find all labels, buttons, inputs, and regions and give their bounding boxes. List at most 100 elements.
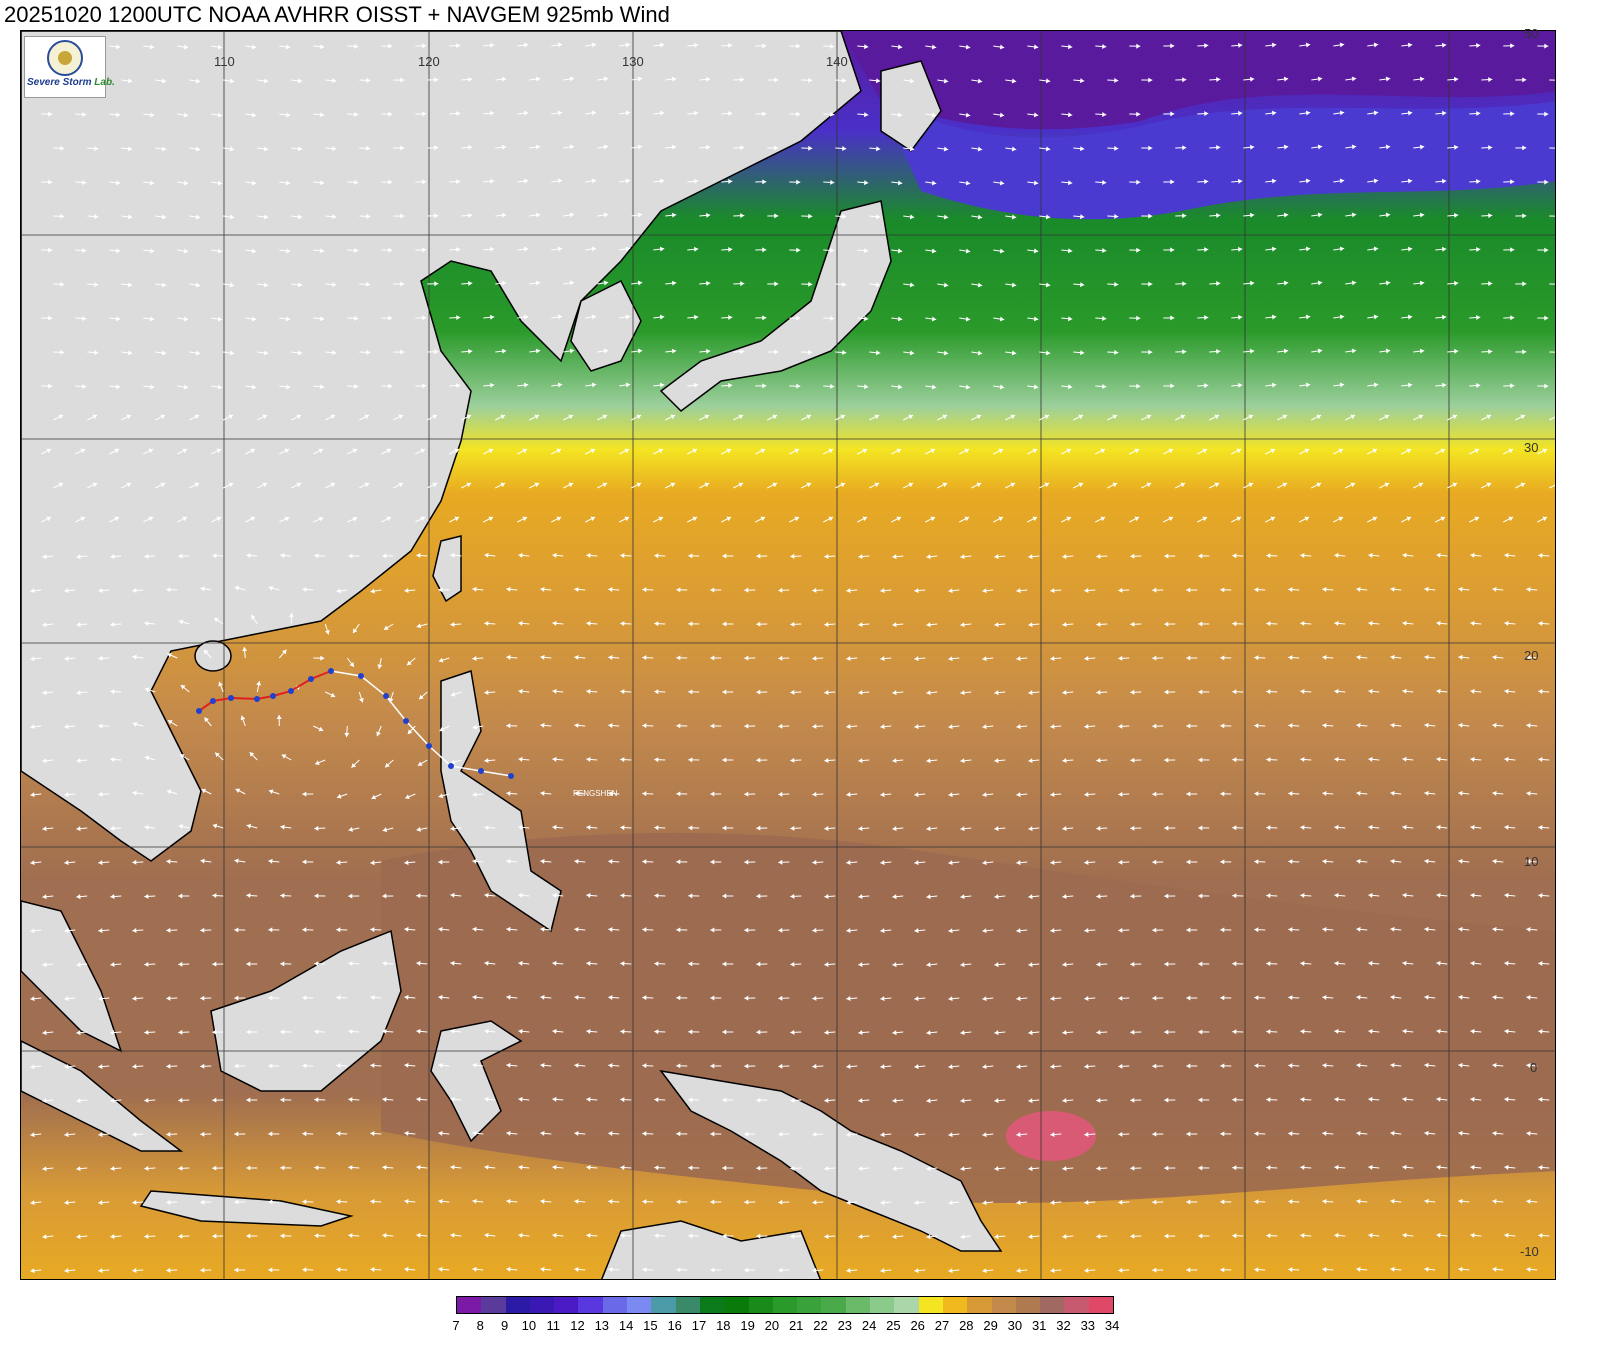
- wind-arrowhead: [201, 788, 207, 794]
- wind-arrowhead: [1028, 1234, 1033, 1240]
- wind-arrowhead: [484, 1232, 489, 1238]
- wind-arrowhead: [318, 726, 324, 732]
- wind-arrowhead: [1322, 790, 1327, 796]
- wind-arrowhead: [1486, 482, 1492, 488]
- wind-arrowhead: [48, 247, 53, 253]
- wind-arrowhead: [1418, 414, 1424, 420]
- wind-arrowhead: [234, 995, 239, 1001]
- wind-arrowhead: [1508, 448, 1514, 454]
- wind-arrowhead: [1356, 586, 1361, 592]
- wind-arrowhead: [812, 927, 817, 933]
- wind-arrowhead: [1385, 212, 1391, 218]
- wind-arrowhead: [1130, 621, 1135, 627]
- wind-arrowhead: [778, 1131, 783, 1137]
- wind-arrowhead: [1373, 178, 1379, 184]
- wind-arrowhead: [242, 647, 248, 652]
- wind-arrowhead: [654, 621, 659, 627]
- wind-arrowhead: [1419, 348, 1425, 354]
- wind-arrowhead: [1322, 1266, 1327, 1272]
- wind-arrowhead: [398, 414, 404, 420]
- wind-arrowhead: [358, 697, 364, 703]
- wind-arrowhead: [1492, 858, 1497, 864]
- wind-arrowhead: [1508, 516, 1514, 522]
- wind-arrowhead: [1504, 620, 1509, 626]
- track-markers: [196, 668, 514, 779]
- wind-arrowhead: [472, 858, 477, 864]
- wind-arrowhead: [1436, 1096, 1441, 1102]
- wind-arrowhead: [602, 482, 608, 488]
- wind-arrowhead: [320, 180, 325, 186]
- wind-arrowhead: [1300, 1029, 1305, 1035]
- wind-arrowhead: [722, 1029, 727, 1035]
- wind-arrowhead: [1062, 826, 1067, 832]
- wind-arrowhead: [1356, 858, 1361, 864]
- wind-arrowhead: [370, 588, 375, 594]
- wind-arrowhead: [1368, 1164, 1373, 1170]
- wind-arrowhead: [422, 111, 427, 117]
- wind-arrowhead: [1436, 960, 1441, 966]
- wind-arrowhead: [710, 723, 715, 729]
- wind-arrowhead: [722, 1233, 727, 1239]
- wind-arrowhead: [1032, 448, 1038, 454]
- wind-arrowhead: [790, 553, 795, 559]
- wind-arrowhead: [1424, 926, 1429, 932]
- wind-arrowhead: [846, 860, 851, 866]
- wind-arrowhead: [931, 44, 937, 50]
- wind-arrowhead: [1266, 757, 1271, 763]
- wind-arrowhead: [1232, 1029, 1237, 1035]
- wind-arrowhead: [1010, 414, 1016, 420]
- wind-arrowhead: [620, 621, 625, 627]
- wind-arrowhead: [82, 315, 87, 321]
- wind-arrowhead: [1436, 892, 1441, 898]
- wind-arrowhead: [1368, 756, 1373, 762]
- wind-arrowhead: [377, 664, 383, 669]
- wind-arrowhead: [166, 789, 172, 795]
- colorbar-cell: [1040, 1297, 1065, 1313]
- wind-arrowhead: [288, 613, 294, 618]
- wind-arrowhead: [875, 214, 881, 220]
- wind-arrowhead: [1016, 1268, 1021, 1274]
- wind-arrowhead: [744, 1267, 749, 1273]
- wind-arrowhead: [332, 282, 337, 288]
- wind-arrowhead: [246, 961, 251, 967]
- wind-arrowhead: [1538, 621, 1543, 626]
- wind-arrowhead: [246, 823, 252, 829]
- wind-arrowhead: [1538, 757, 1543, 762]
- wind-arrowhead: [204, 717, 209, 723]
- wind-arrowhead: [671, 280, 677, 286]
- wind-arrowhead: [1130, 1097, 1135, 1103]
- wind-arrowhead: [420, 448, 426, 454]
- wind-arrowhead: [846, 1064, 851, 1070]
- wind-arrowhead: [1148, 281, 1153, 287]
- wind-arrowhead: [603, 348, 609, 354]
- wind-arrowhead: [569, 76, 575, 82]
- wind-arrowhead: [1436, 688, 1441, 694]
- wind-arrowhead: [982, 1064, 987, 1070]
- wind-arrowhead: [620, 961, 625, 967]
- wind-arrowhead: [161, 214, 167, 220]
- wind-arrowhead: [1402, 960, 1407, 966]
- wind-arrowhead: [438, 1062, 443, 1068]
- wind-arrowhead: [1220, 1199, 1225, 1205]
- wind-arrowhead: [760, 448, 766, 454]
- wind-arrowhead: [178, 1097, 183, 1103]
- wind-arrowhead: [1068, 316, 1073, 322]
- wind-arrowhead: [1084, 1063, 1089, 1069]
- wind-arrowhead: [608, 587, 613, 593]
- wind-arrowhead: [892, 962, 897, 968]
- wind-arrowhead: [670, 414, 676, 420]
- wind-arrowhead: [438, 587, 443, 593]
- philippines-landmass: [440, 670, 562, 933]
- wind-arrowhead: [250, 516, 256, 522]
- wind-arrowhead: [180, 684, 186, 690]
- wind-arrowhead: [1266, 1029, 1271, 1035]
- wind-arrowhead: [484, 960, 489, 966]
- wind-arrowhead: [943, 78, 949, 84]
- wind-arrowhead: [1164, 1029, 1169, 1035]
- wind-arrowhead: [1526, 586, 1531, 592]
- wind-arrowhead: [880, 1132, 885, 1138]
- wind-arrowhead: [314, 1233, 319, 1239]
- wind-arrowhead: [1182, 213, 1187, 219]
- colorbar-cell: [505, 1297, 530, 1313]
- wind-arrowhead: [1283, 76, 1289, 82]
